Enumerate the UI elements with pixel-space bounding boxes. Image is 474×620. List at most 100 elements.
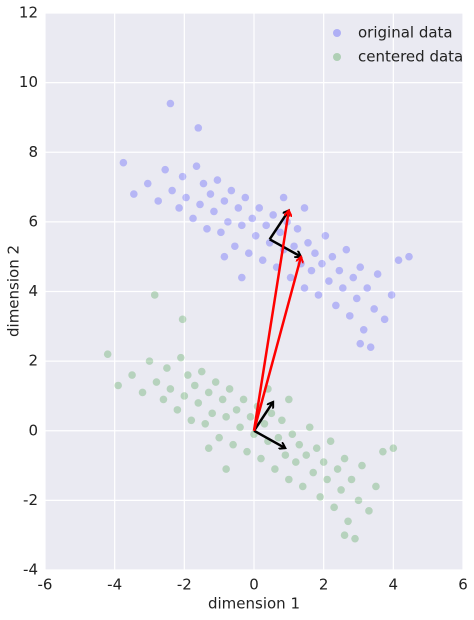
point <box>316 493 324 501</box>
point <box>204 388 213 397</box>
y-tick-label: -4 <box>23 561 38 579</box>
point <box>366 343 375 352</box>
point <box>278 416 286 425</box>
point <box>300 204 309 212</box>
arrow <box>252 210 289 431</box>
point <box>337 486 345 494</box>
point <box>352 294 361 303</box>
point <box>359 325 368 334</box>
point <box>251 232 260 240</box>
point <box>168 186 176 195</box>
point <box>257 454 265 463</box>
point <box>119 158 128 167</box>
point <box>379 447 387 456</box>
point <box>340 531 349 539</box>
point <box>159 395 168 404</box>
point <box>323 475 331 484</box>
point <box>305 423 314 432</box>
x-tick-label: -4 <box>107 576 122 594</box>
point <box>227 186 236 195</box>
point <box>276 228 284 237</box>
point <box>143 179 152 188</box>
point <box>217 228 225 237</box>
point <box>196 200 204 209</box>
y-tick-label: 8 <box>28 143 38 161</box>
point <box>201 419 210 428</box>
point <box>345 312 354 320</box>
point <box>281 451 290 459</box>
point <box>340 454 349 463</box>
point <box>224 218 232 226</box>
point <box>351 534 359 543</box>
point <box>314 291 323 299</box>
point <box>190 381 199 390</box>
y-tick-label: 2 <box>28 352 38 370</box>
point <box>241 193 250 202</box>
arrow <box>253 429 285 448</box>
arrow <box>252 402 275 432</box>
y-tick-label: -2 <box>23 491 38 509</box>
point <box>335 266 344 275</box>
point <box>187 416 196 425</box>
y-tick-label: 4 <box>28 282 38 300</box>
point <box>318 259 326 268</box>
point <box>363 284 372 292</box>
point <box>358 461 366 470</box>
y-axis-label: dimension 2 <box>5 245 23 337</box>
point <box>300 284 309 292</box>
point <box>236 423 244 432</box>
point <box>222 465 230 473</box>
point <box>325 277 333 285</box>
point <box>321 232 330 240</box>
point <box>302 451 311 459</box>
point <box>232 406 241 414</box>
point <box>215 433 223 442</box>
point <box>349 273 358 282</box>
point <box>220 197 229 205</box>
point <box>372 482 380 491</box>
point <box>344 517 352 526</box>
point <box>238 273 246 282</box>
point <box>177 353 185 362</box>
point <box>238 221 246 230</box>
point <box>387 291 396 299</box>
point <box>342 245 351 254</box>
point <box>194 399 203 407</box>
arrow <box>269 238 301 256</box>
point <box>260 419 269 428</box>
point <box>152 378 161 386</box>
x-axis-label: dimension 1 <box>208 595 300 613</box>
point <box>166 385 175 393</box>
point <box>194 124 203 132</box>
point <box>328 252 337 261</box>
point <box>380 315 389 324</box>
y-tick-label: 6 <box>28 212 38 230</box>
point <box>405 252 413 261</box>
point <box>332 301 340 310</box>
point <box>203 225 211 233</box>
point <box>285 395 293 404</box>
point <box>222 413 230 421</box>
point <box>145 357 154 365</box>
point <box>213 176 222 184</box>
point <box>370 305 378 313</box>
point <box>192 162 201 170</box>
point <box>178 172 187 181</box>
point <box>394 256 403 264</box>
point <box>298 482 307 491</box>
point <box>309 468 318 477</box>
point <box>199 179 208 188</box>
point <box>103 350 112 358</box>
point <box>246 413 255 421</box>
point <box>333 465 342 473</box>
point <box>255 204 264 212</box>
point <box>231 242 239 251</box>
point <box>290 242 298 251</box>
point <box>206 190 215 198</box>
point <box>326 437 335 445</box>
legend-marker <box>333 29 341 37</box>
point <box>304 238 312 247</box>
point <box>288 430 297 439</box>
x-tick-label: 0 <box>249 576 259 594</box>
point <box>295 440 304 449</box>
